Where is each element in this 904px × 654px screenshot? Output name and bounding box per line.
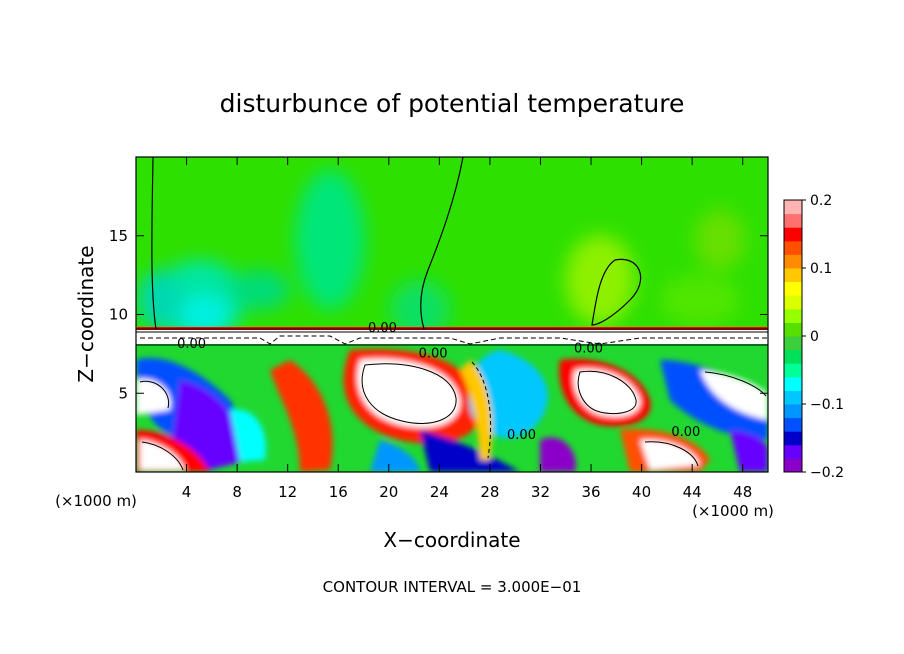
colorbar-swatch [784, 458, 802, 473]
x-tick-label: 4 [182, 483, 192, 501]
y-tick-label: 10 [109, 306, 128, 324]
x-tick-label: 48 [733, 483, 752, 501]
colorbar-swatch [784, 268, 802, 283]
x-tick-label: 32 [531, 483, 550, 501]
colorbar-tick-label: 0.2 [810, 193, 832, 209]
chart-title: disturbunce of potential temperature [220, 89, 685, 118]
x-tick-label: 20 [379, 483, 398, 501]
heatmap-field [136, 156, 768, 472]
x-tick-label: 24 [430, 483, 449, 501]
colorbar-swatch [784, 281, 802, 296]
y-axis: 5 10 15 [109, 227, 768, 402]
x-axis: 4 8 12 16 20 24 28 32 36 40 44 48 [182, 157, 752, 501]
contour-label: 0.00 [671, 425, 700, 440]
contour-labels: 0.00 0.00 0.00 0.00 0.00 0.00 [177, 321, 700, 443]
colorbar-swatch [784, 213, 802, 228]
colorbar-swatch [784, 254, 802, 269]
colorbar-tick-label: −0.1 [810, 397, 844, 413]
x-axis-label: X−coordinate [383, 528, 520, 552]
colorbar-swatch [784, 336, 802, 351]
contour-label: 0.00 [177, 337, 206, 352]
colorbar-ticks: 0.2 0.1 0 −0.1 −0.2 [802, 193, 844, 481]
colorbar-swatch [784, 376, 802, 391]
colorbar-swatch [784, 431, 802, 446]
x-tick-label: 44 [683, 483, 702, 501]
colorbar-swatch [784, 349, 802, 364]
colorbar-tick-label: 0 [810, 329, 819, 345]
x-tick-label: 36 [581, 483, 600, 501]
contour-label: 0.00 [419, 346, 448, 361]
colorbar-swatch [784, 417, 802, 432]
y-tick-label: 15 [109, 227, 128, 245]
x-tick-label: 28 [480, 483, 499, 501]
colorbar-tick-label: 0.1 [810, 261, 832, 277]
colorbar [783, 199, 803, 473]
colorbar-swatch [784, 295, 802, 310]
y-axis-label: Z−coordinate [74, 245, 98, 382]
colorbar-swatch [784, 240, 802, 255]
x-tick-label: 8 [232, 483, 242, 501]
x-tick-label: 12 [278, 483, 297, 501]
colorbar-tick-label: −0.2 [810, 465, 844, 481]
colorbar-swatch [784, 404, 802, 419]
colorbar-swatch [784, 308, 802, 323]
contour-label: 0.00 [507, 428, 536, 443]
x-unit-right: (×1000 m) [692, 502, 774, 520]
colorbar-swatch [784, 200, 802, 215]
contour-interval-note: CONTOUR INTERVAL = 3.000E−01 [323, 578, 582, 596]
colorbar-swatch [784, 444, 802, 459]
x-tick-label: 16 [329, 483, 348, 501]
y-tick-label: 5 [118, 384, 128, 402]
colorbar-swatch [784, 227, 802, 242]
colorbar-swatch [784, 390, 802, 405]
x-unit-left: (×1000 m) [55, 492, 137, 510]
contour-label: 0.00 [368, 321, 397, 336]
x-tick-label: 40 [632, 483, 651, 501]
contour-label: 0.00 [574, 342, 603, 357]
colorbar-swatch [784, 363, 802, 378]
colorbar-swatch [784, 322, 802, 337]
